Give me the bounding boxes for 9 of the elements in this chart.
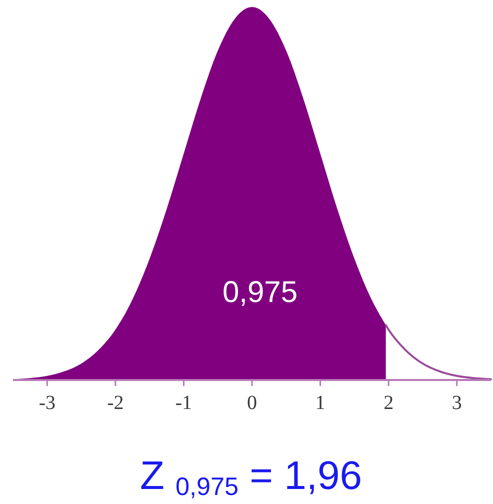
x-tick-label: -3 bbox=[38, 392, 56, 414]
x-tick-label: 2 bbox=[384, 392, 394, 414]
text: Z $_{0,975}$ = 1,96 bbox=[140, 454, 362, 502]
x-tick-label: -1 bbox=[175, 392, 192, 414]
x-tick-label: 1 bbox=[315, 392, 326, 414]
annotation: 0,975 bbox=[222, 276, 298, 309]
x-tick-label: -2 bbox=[107, 392, 124, 414]
x-tick-label: 3 bbox=[452, 392, 462, 414]
x-tick-label: 0 bbox=[247, 392, 257, 414]
